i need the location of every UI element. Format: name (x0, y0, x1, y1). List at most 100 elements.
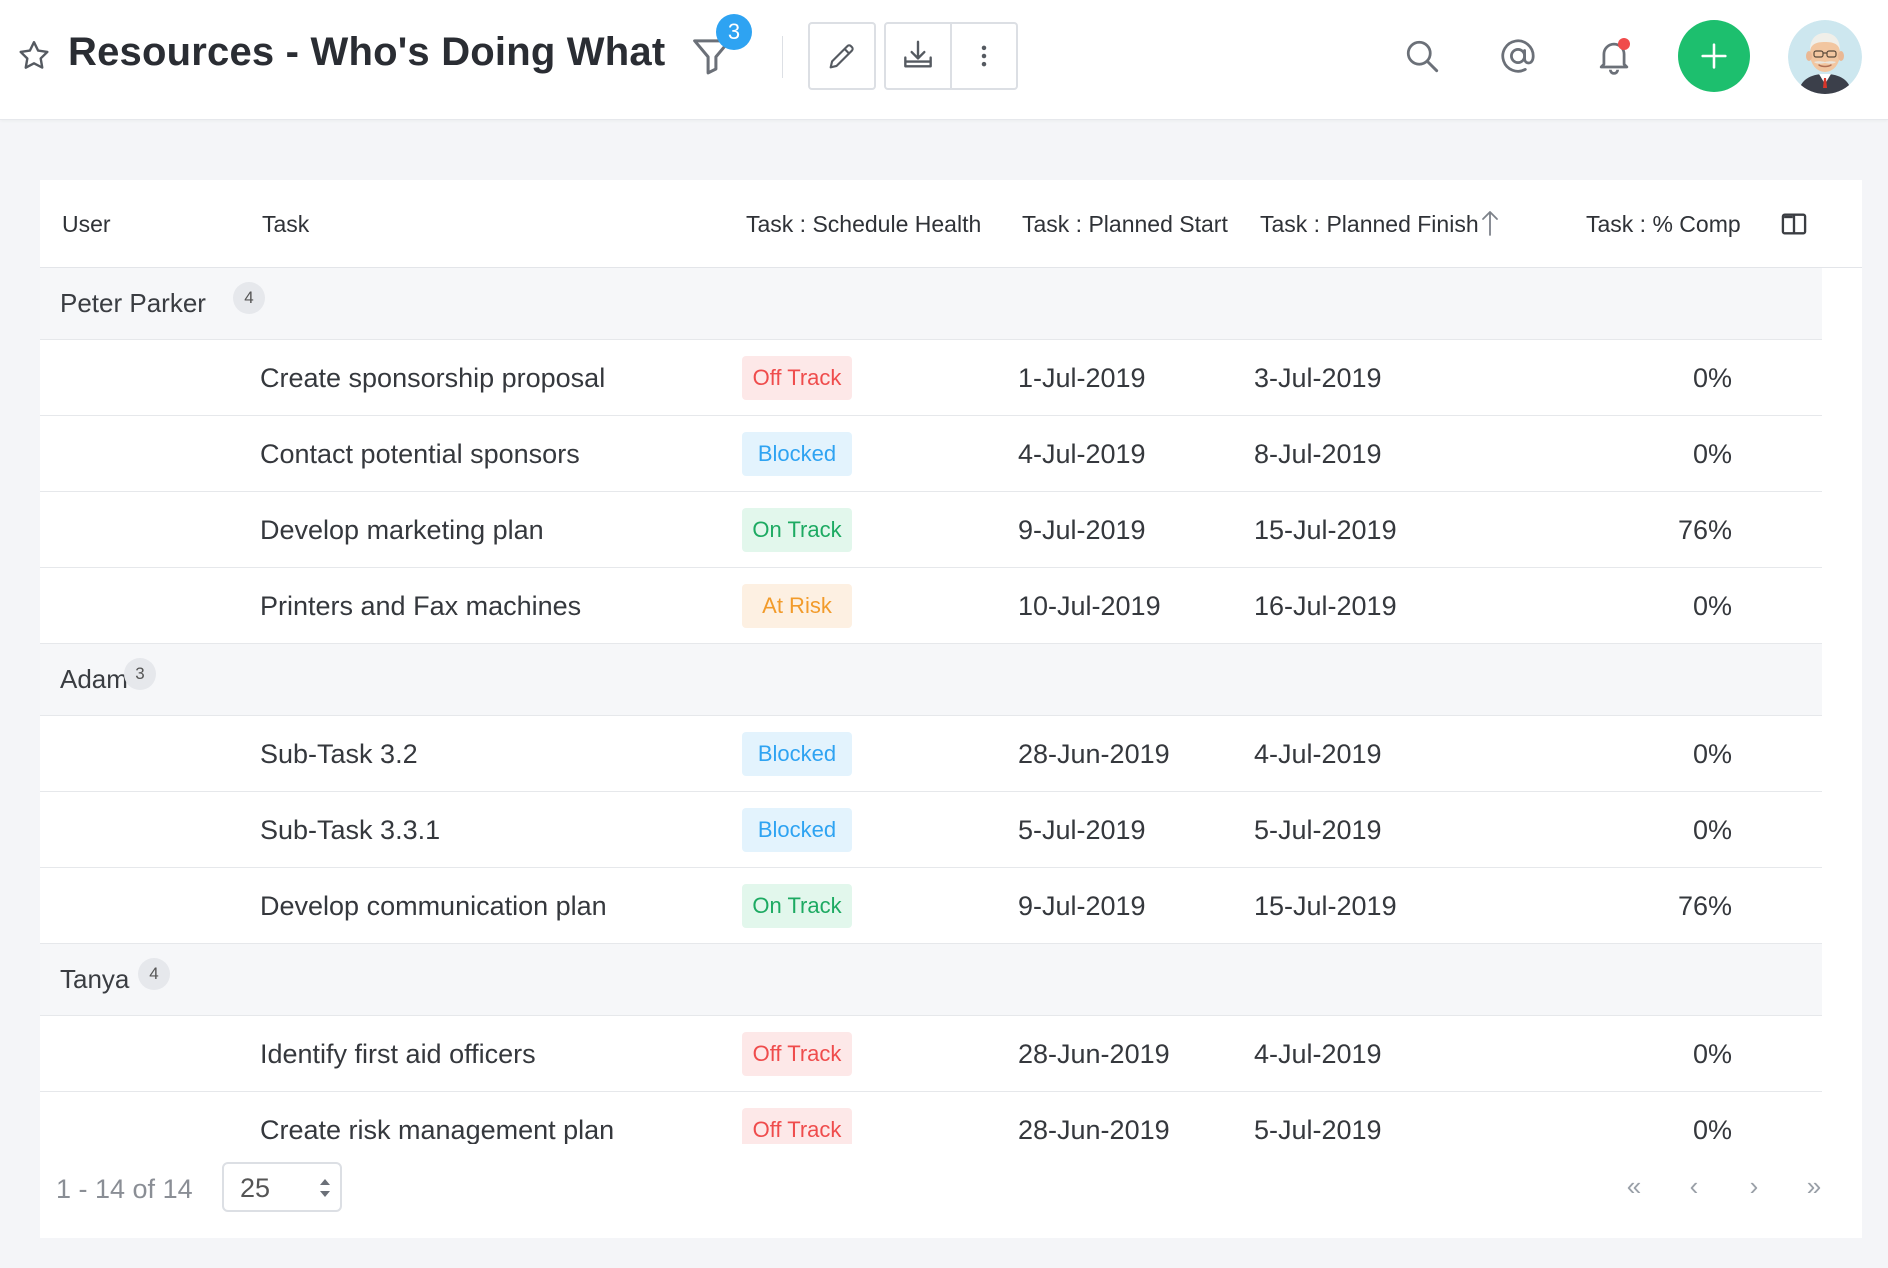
group-user-name: Tanya (60, 964, 130, 994)
table-row[interactable]: Contact potential sponsors Blocked 4-Jul… (40, 416, 1822, 492)
column-header-task[interactable]: Task (262, 211, 310, 237)
percent-complete: 0% (1692, 815, 1732, 845)
planned-finish: 5-Jul-2019 (1254, 815, 1382, 845)
task-name[interactable]: Printers and Fax machines (260, 591, 582, 621)
planned-finish: 16-Jul-2019 (1254, 591, 1397, 621)
table-body: Peter Parker 4 Create sponsorship propos… (40, 268, 1822, 1144)
schedule-health-badge: Blocked (742, 732, 852, 776)
planned-finish: 8-Jul-2019 (1254, 439, 1382, 469)
search-icon[interactable] (1400, 34, 1444, 78)
pagination-range: 1 - 14 of 14 (56, 1174, 193, 1204)
task-name[interactable]: Develop communication plan (260, 891, 607, 921)
planned-finish: 15-Jul-2019 (1254, 891, 1397, 921)
percent-complete: 76% (1677, 891, 1732, 921)
percent-complete: 0% (1692, 591, 1732, 621)
header-divider (782, 36, 783, 78)
add-button[interactable] (1678, 20, 1750, 92)
group-user-name: Peter Parker (60, 288, 206, 318)
planned-start: 10-Jul-2019 (1018, 591, 1161, 621)
task-name[interactable]: Develop marketing plan (260, 515, 544, 545)
schedule-health-badge: Off Track (742, 1032, 852, 1076)
vertical-dots-icon (981, 45, 987, 67)
group-user-name: Adam (60, 664, 128, 694)
plus-icon (1701, 43, 1727, 69)
toolbar-group (808, 22, 1018, 90)
table-row[interactable]: Create risk management plan Off Track 28… (40, 1092, 1822, 1144)
notification-dot (1618, 38, 1630, 50)
schedule-health-badge: Blocked (742, 808, 852, 852)
group-row[interactable]: Peter Parker 4 (40, 268, 1822, 340)
star-outline-icon[interactable] (16, 38, 52, 74)
download-tray-icon (904, 40, 932, 68)
column-header-user[interactable]: User (62, 211, 111, 237)
column-header-schedule-health[interactable]: Task : Schedule Health (746, 211, 982, 237)
percent-complete: 0% (1692, 1115, 1732, 1144)
group-row[interactable]: Adam 3 (40, 644, 1822, 716)
schedule-health-badge: Off Track (742, 356, 852, 400)
bell-icon[interactable] (1592, 34, 1636, 78)
column-header-planned-finish[interactable]: Task : Planned Finish (1260, 211, 1479, 237)
column-header-percent-complete[interactable]: Task : % Comp (1586, 211, 1741, 237)
planned-finish: 15-Jul-2019 (1254, 515, 1397, 545)
planned-start: 9-Jul-2019 (1018, 515, 1146, 545)
planned-finish: 3-Jul-2019 (1254, 363, 1382, 393)
export-button[interactable] (884, 22, 952, 90)
schedule-health-badge: Off Track (742, 1108, 852, 1144)
table-row[interactable]: Sub-Task 3.2 Blocked 28-Jun-2019 4-Jul-2… (40, 716, 1822, 792)
schedule-health-badge: On Track (742, 508, 852, 552)
group-row[interactable]: Tanya 4 (40, 944, 1822, 1016)
pencil-icon (829, 44, 854, 69)
column-header-planned-start[interactable]: Task : Planned Start (1022, 211, 1228, 237)
page-size-select[interactable]: 25 (222, 1162, 342, 1212)
user-avatar[interactable] (1788, 20, 1862, 94)
task-name[interactable]: Sub-Task 3.3.1 (260, 815, 441, 845)
next-page-button[interactable]: › (1749, 1171, 1759, 1201)
task-name[interactable]: Create risk management plan (260, 1115, 615, 1144)
planned-start: 9-Jul-2019 (1018, 891, 1146, 921)
table-header: User Task Task : Schedule Health Task : … (40, 180, 1862, 268)
group-count-badge: 4 (138, 958, 170, 990)
task-name[interactable]: Identify first aid officers (260, 1039, 536, 1069)
schedule-health-badge: At Risk (742, 584, 852, 628)
table-row[interactable]: Printers and Fax machines At Risk 10-Jul… (40, 568, 1822, 644)
percent-complete: 0% (1692, 439, 1732, 469)
planned-finish: 4-Jul-2019 (1254, 1039, 1382, 1069)
previous-page-button[interactable]: ‹ (1689, 1171, 1699, 1201)
planned-finish: 5-Jul-2019 (1254, 1115, 1382, 1144)
table-row[interactable]: Develop communication plan On Track 9-Ju… (40, 868, 1822, 944)
planned-start: 5-Jul-2019 (1018, 815, 1146, 845)
resources-table: User Task Task : Schedule Health Task : … (40, 180, 1862, 1238)
schedule-health-badge: On Track (742, 884, 852, 928)
task-name[interactable]: Create sponsorship proposal (260, 363, 606, 393)
percent-complete: 0% (1692, 739, 1732, 769)
percent-complete: 76% (1677, 515, 1732, 545)
table-row[interactable]: Create sponsorship proposal Off Track 1-… (40, 340, 1822, 416)
planned-start: 1-Jul-2019 (1018, 363, 1146, 393)
task-name[interactable]: Sub-Task 3.2 (260, 739, 418, 769)
more-options-button[interactable] (952, 22, 1018, 90)
edit-button[interactable] (808, 22, 876, 90)
planned-start: 28-Jun-2019 (1018, 1039, 1170, 1069)
schedule-health-badge: Blocked (742, 432, 852, 476)
planned-start: 28-Jun-2019 (1018, 1115, 1170, 1144)
planned-finish: 4-Jul-2019 (1254, 739, 1382, 769)
sort-ascending-icon[interactable] (1478, 208, 1502, 238)
group-count-badge: 4 (233, 282, 265, 314)
percent-complete: 0% (1692, 363, 1732, 393)
task-name[interactable]: Contact potential sponsors (260, 439, 580, 469)
table-row[interactable]: Sub-Task 3.3.1 Blocked 5-Jul-2019 5-Jul-… (40, 792, 1822, 868)
group-count-badge: 3 (124, 658, 156, 690)
table-row[interactable]: Develop marketing plan On Track 9-Jul-20… (40, 492, 1822, 568)
table-row[interactable]: Identify first aid officers Off Track 28… (40, 1016, 1822, 1092)
page-size-value: 25 (240, 1173, 271, 1203)
column-chooser-icon[interactable] (1780, 210, 1808, 238)
first-page-button[interactable]: « (1626, 1171, 1642, 1201)
last-page-button[interactable]: » (1806, 1171, 1822, 1201)
page-title: Resources - Who's Doing What (68, 30, 666, 74)
filter-count-badge: 3 (716, 14, 752, 50)
planned-start: 28-Jun-2019 (1018, 739, 1170, 769)
planned-start: 4-Jul-2019 (1018, 439, 1146, 469)
at-sign-icon[interactable] (1496, 34, 1540, 78)
select-arrows-icon (318, 1174, 332, 1202)
percent-complete: 0% (1692, 1039, 1732, 1069)
